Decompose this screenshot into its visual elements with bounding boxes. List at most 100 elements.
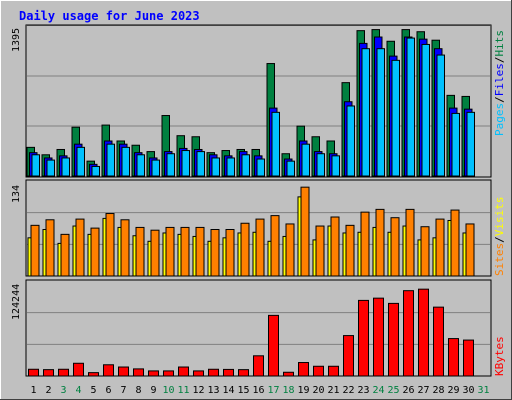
bar-pages-day-7 [121,146,130,177]
legend-kbytes: KBytes [493,336,506,376]
x-label-day-29: 29 [447,385,459,396]
x-label-day-13: 13 [207,385,219,396]
bar-sites-day-19 [300,186,310,277]
bar-pages-day-3 [61,157,70,177]
bar-kbytes-day-13 [208,368,219,377]
legend-pages: Pages [493,103,506,136]
x-label-day-2: 2 [45,385,51,396]
legend-sep-3: / [493,236,506,243]
x-label-day-21: 21 [327,385,339,396]
bar-sites-day-7 [120,219,130,277]
bars [26,29,475,377]
x-label-day-7: 7 [120,385,126,396]
x-label-day-14: 14 [222,385,234,396]
bar-kbytes-day-14 [223,368,234,377]
bar-sites-day-8 [135,226,145,277]
x-label-day-27: 27 [417,385,429,396]
legend-sites: Sites [493,243,506,276]
bar-kbytes-day-4 [73,362,84,377]
x-label-day-22: 22 [342,385,354,396]
x-label-day-24: 24 [372,385,384,396]
bar-kbytes-day-10 [163,370,174,377]
bar-pages-day-30 [466,111,475,177]
x-label-day-25: 25 [387,385,399,396]
legend-hits-panel: Pages/Files/Hits [493,30,506,136]
kbytes-ymax-label: 124244 [11,284,22,320]
legend-sep-2: / [493,57,506,64]
hits-ymax-label: 1395 [11,28,22,52]
bar-pages-day-12 [196,151,205,177]
x-label-day-9: 9 [150,385,156,396]
x-label-day-23: 23 [357,385,369,396]
bar-pages-day-22 [346,105,355,177]
x-label-day-31: 31 [477,385,489,396]
bar-pages-day-13 [211,157,220,177]
bar-pages-day-20 [316,153,325,177]
bar-sites-day-21 [330,216,340,277]
bar-sites-day-6 [105,213,115,277]
chart-title: Daily usage for June 2023 [19,9,200,23]
bar-pages-day-21 [331,155,340,177]
x-label-day-5: 5 [90,385,96,396]
bar-sites-day-28 [435,218,445,277]
bar-sites-day-4 [75,218,85,277]
bar-pages-day-28 [436,54,445,177]
x-label-day-20: 20 [312,385,324,396]
bar-sites-day-14 [225,229,235,277]
bar-sites-day-16 [255,218,265,277]
bar-kbytes-day-18 [283,371,294,377]
x-label-day-28: 28 [432,385,444,396]
bar-kbytes-day-5 [88,372,99,377]
bar-kbytes-day-26 [403,290,414,377]
x-label-day-16: 16 [252,385,264,396]
bar-kbytes-day-27 [418,288,429,377]
legend-files: Files [493,63,506,96]
bar-kbytes-day-28 [433,306,444,377]
bar-pages-day-19 [301,143,310,177]
x-label-day-3: 3 [60,385,66,396]
bar-pages-day-5 [91,165,100,177]
x-label-day-19: 19 [297,385,309,396]
bar-sites-day-22 [345,224,355,277]
bar-pages-day-4 [76,146,85,177]
x-axis-labels: 1 2 3 4 5 6 7 8 9 10 11 12 13 14 15 16 17 18 19 20 21 22 23 24 2… [30,385,489,396]
bar-pages-day-23 [361,48,370,177]
legend-visits: Visits [493,197,506,237]
x-label-day-1: 1 [30,385,36,396]
bar-kbytes-day-17 [268,314,279,377]
bar-sites-day-9 [150,229,160,277]
bar-sites-day-26 [405,208,415,277]
bar-sites-day-15 [240,222,250,277]
bar-kbytes-day-16 [253,355,264,377]
legend-kbytes-panel: KBytes [493,336,506,376]
bar-kbytes-day-3 [58,368,69,377]
bar-kbytes-day-30 [463,339,474,377]
bar-pages-day-6 [106,143,115,177]
bar-kbytes-day-1 [28,368,39,377]
bar-sites-day-18 [285,223,295,277]
bar-pages-day-15 [241,154,250,177]
bar-pages-day-25 [391,59,400,177]
bar-sites-day-13 [210,229,220,277]
bar-sites-day-3 [60,233,70,277]
bar-sites-day-17 [270,215,280,277]
legend-visits-panel: Sites/Visits [493,197,506,277]
bar-pages-day-16 [256,158,265,177]
bar-sites-day-20 [315,225,325,277]
bar-kbytes-day-29 [448,338,459,377]
bar-pages-day-1 [31,154,40,177]
bar-sites-day-11 [180,226,190,277]
bar-sites-day-30 [465,223,475,277]
bar-sites-day-12 [195,226,205,277]
svg-text:Pages/Files/Hits: Pages/Files/Hits [493,30,506,136]
bar-pages-day-10 [166,153,175,177]
bar-sites-day-5 [90,227,100,277]
bar-kbytes-day-20 [313,365,324,377]
bar-kbytes-day-12 [193,370,204,377]
legend-hits: Hits [493,30,506,57]
bar-kbytes-day-23 [358,299,369,377]
x-label-day-15: 15 [237,385,249,396]
visits-ymax-label: 134 [11,185,22,203]
bar-kbytes-day-19 [298,362,309,377]
